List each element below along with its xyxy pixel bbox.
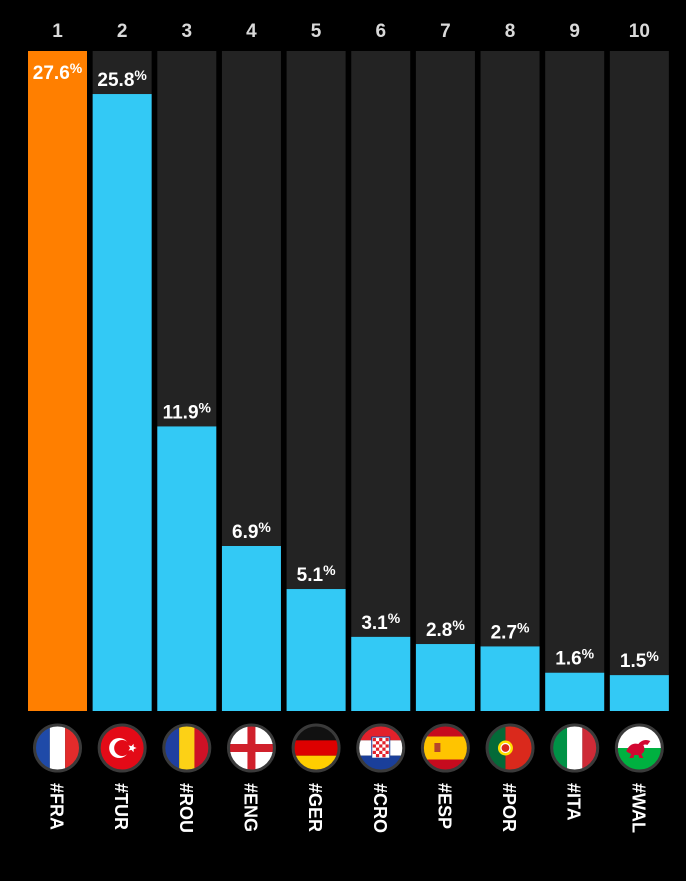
- category-label: #WAL: [628, 783, 648, 833]
- value-unit: %: [452, 617, 465, 633]
- value-unit: %: [323, 562, 336, 578]
- value-label: 11.9%: [163, 399, 212, 423]
- value-unit: %: [388, 610, 401, 626]
- bar-cro: [351, 636, 411, 711]
- value-label: 1.6%: [555, 646, 594, 670]
- flags: [33, 723, 664, 773]
- bar-eng: [221, 546, 281, 711]
- value-label: 2.7%: [491, 619, 530, 643]
- bar-esp: [415, 644, 475, 711]
- value-number: 2.7: [491, 622, 517, 643]
- value-number: 1.6: [555, 649, 581, 670]
- category-label: #FRA: [47, 783, 67, 830]
- category-label: #ESP: [434, 783, 454, 829]
- value-number: 25.8: [97, 70, 134, 91]
- bar-ita: [545, 672, 605, 711]
- bar-ger: [286, 589, 346, 711]
- value-number: 5.1: [297, 565, 324, 586]
- bar-tur: [92, 94, 152, 712]
- value-number: 27.6: [33, 63, 70, 84]
- rank-label: 2: [117, 21, 128, 42]
- category-label: #GER: [305, 783, 325, 832]
- category-label: #ITA: [564, 783, 584, 821]
- bar-wal: [609, 675, 669, 711]
- england-flag-icon: [226, 723, 276, 773]
- bar-track: [609, 51, 669, 711]
- bar-track: [351, 51, 411, 711]
- value-unit: %: [582, 646, 595, 662]
- rank-label: 8: [505, 21, 516, 42]
- rank-label: 10: [629, 21, 650, 42]
- category-label: #ENG: [240, 783, 260, 832]
- spain-flag-icon: [420, 723, 470, 773]
- bar-track: [545, 51, 605, 711]
- value-label: 3.1%: [361, 610, 400, 634]
- bar-rou: [157, 426, 217, 711]
- value-labels: 27.6%25.8%11.9%6.9%5.1%3.1%2.8% 2.7%1.6% 1…: [33, 60, 660, 672]
- rank-label: 9: [569, 21, 580, 42]
- value-unit: %: [134, 67, 147, 83]
- croatia-flag-icon: [356, 723, 406, 773]
- france-flag-icon: [33, 723, 82, 773]
- bar-track: [480, 51, 540, 711]
- value-number: 3.1: [361, 613, 388, 634]
- category-label: #CRO: [370, 783, 390, 833]
- value-label: 2.8%: [426, 617, 465, 641]
- bar-por: [480, 646, 540, 711]
- turkey-flag-icon: [97, 723, 147, 773]
- category-label: #POR: [499, 783, 519, 832]
- value-label: 1.5%: [620, 648, 659, 672]
- rank-labels: 1 2 3 4 5 6 7 8 9 10: [52, 21, 650, 42]
- value-label: 25.8%: [97, 67, 147, 91]
- rank-label: 6: [375, 21, 386, 42]
- germany-flag-icon: [291, 723, 341, 773]
- bar-track: [415, 51, 475, 711]
- value-label: 6.9%: [232, 519, 271, 543]
- value-number: 1.5: [620, 651, 647, 672]
- italy-flag-icon: [550, 723, 600, 773]
- value-number: 6.9: [232, 522, 258, 543]
- value-label: 27.6%: [33, 60, 83, 84]
- category-label: #TUR: [111, 783, 131, 830]
- value-unit: %: [199, 399, 212, 415]
- category-label: #ROU: [176, 783, 196, 833]
- rank-label: 1: [52, 21, 63, 42]
- category-labels: #FRA #TUR #ROU #ENG #GER #CRO #ESP #POR #ITA #WAL: [47, 783, 649, 833]
- value-number: 2.8: [426, 620, 452, 641]
- value-unit: %: [646, 648, 659, 664]
- rank-label: 4: [246, 21, 257, 42]
- rank-label: 3: [182, 21, 193, 42]
- value-unit: %: [258, 519, 271, 535]
- value-unit: %: [517, 619, 530, 635]
- rank-label: 7: [440, 21, 451, 42]
- value-label: 5.1%: [297, 562, 336, 586]
- wales-flag-icon: [614, 723, 664, 773]
- romania-flag-icon: [162, 723, 212, 773]
- rank-label: 5: [311, 21, 322, 42]
- value-number: 11.9: [163, 402, 199, 423]
- value-unit: %: [70, 60, 83, 76]
- bars: [28, 51, 669, 712]
- bar-fra: [28, 51, 87, 711]
- portugal-flag-icon: [485, 723, 535, 773]
